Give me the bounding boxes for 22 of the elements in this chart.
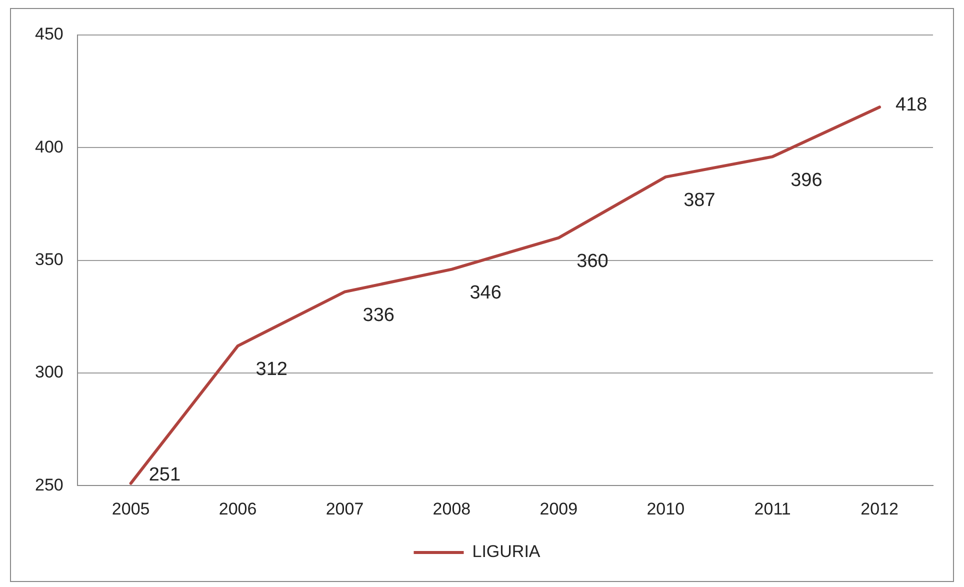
x-tick-label: 2006	[218, 499, 257, 518]
x-tick-label: 2010	[646, 499, 685, 518]
x-tick-label: 2005	[112, 499, 150, 518]
y-tick-label: 250	[34, 475, 64, 494]
x-tick-label: 2008	[432, 499, 471, 518]
data-label: 346	[470, 282, 502, 304]
data-label: 418	[896, 94, 928, 116]
x-tick-label: 2011	[754, 499, 791, 518]
x-tick-label: 2007	[326, 499, 364, 518]
data-label: 336	[362, 305, 394, 326]
y-tick-label: 350	[34, 250, 64, 269]
data-label: 396	[790, 170, 822, 191]
data-label: 312	[256, 359, 288, 380]
x-tick-label: 2012	[860, 499, 898, 518]
data-label: 360	[576, 251, 608, 272]
y-tick-label: 400	[34, 137, 64, 156]
y-tick-label: 300	[34, 362, 64, 382]
legend-label: LIGURIA	[472, 542, 541, 562]
y-tick-label: 450	[34, 24, 64, 44]
data-label: 387	[684, 190, 716, 212]
x-tick-label: 2009	[540, 499, 578, 518]
data-label: 251	[148, 464, 181, 486]
